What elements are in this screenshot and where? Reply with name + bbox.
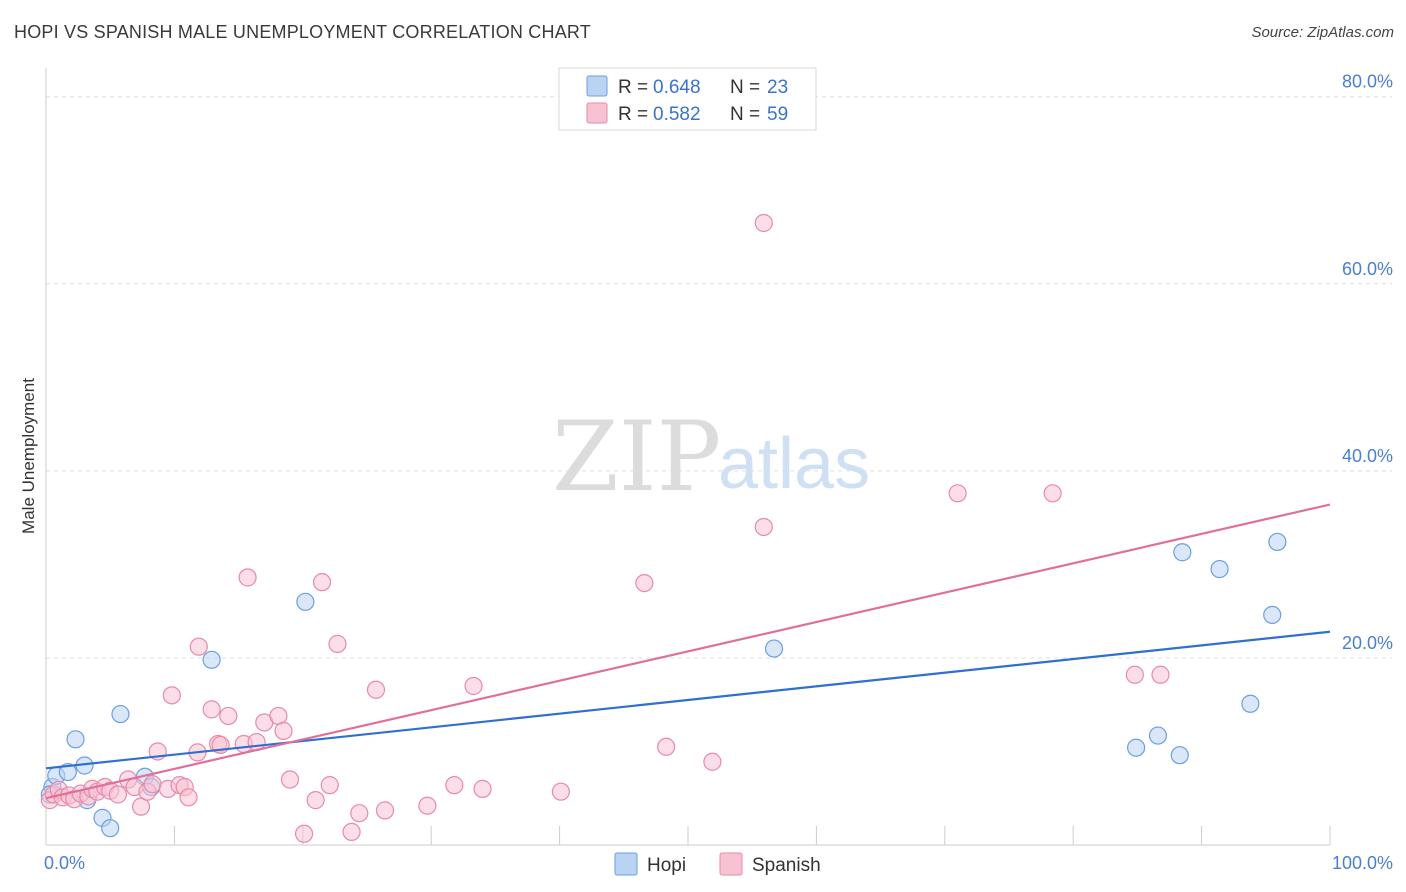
watermark-zip: ZIP	[552, 401, 721, 513]
watermark: ZIP atlas	[552, 401, 870, 513]
spanish-point	[280, 770, 300, 789]
spanish-point	[657, 737, 676, 756]
spanish-point	[179, 788, 198, 807]
chart-source: Source: ZipAtlas.com	[1251, 24, 1394, 41]
spanish-point	[306, 791, 325, 810]
spanish-point	[635, 573, 654, 593]
spanish-point	[703, 752, 722, 771]
spanish-point	[1125, 665, 1144, 684]
hopi-point	[1173, 543, 1192, 562]
spanish-point	[219, 706, 238, 726]
spanish-points	[40, 213, 1170, 843]
spanish-series-label: Spanish	[752, 855, 821, 876]
spanish-point	[202, 700, 221, 719]
hopi-point	[58, 762, 77, 782]
hopi-point	[66, 730, 85, 749]
watermark-atlas: atlas	[718, 424, 870, 504]
spanish-n-value: 59	[767, 104, 788, 125]
spanish-point	[131, 797, 151, 816]
hopi-point	[1148, 726, 1168, 745]
hopi-n-value: 23	[767, 77, 788, 98]
hopi-trend-line	[45, 630, 1331, 770]
spanish-point	[274, 721, 293, 740]
hopi-point	[1241, 694, 1260, 713]
hopi-point	[1210, 559, 1229, 579]
hopi-n-label: N =	[730, 77, 760, 98]
y-tick-label: 60.0%	[1342, 259, 1393, 279]
spanish-point	[189, 637, 208, 656]
hopi-points	[40, 532, 1287, 838]
spanish-point	[143, 775, 162, 794]
spanish-r-value: 0.582	[653, 104, 701, 125]
spanish-point	[294, 824, 314, 843]
y-axis-title: Male Unemployment	[19, 378, 38, 534]
hopi-point	[202, 650, 221, 669]
hopi-point	[111, 704, 130, 724]
series-legend: Hopi Spanish	[614, 852, 821, 876]
x-tick-label-min: 0.0%	[44, 853, 85, 873]
spanish-point	[445, 776, 464, 795]
y-tick-label: 20.0%	[1342, 633, 1393, 653]
hopi-series-label: Hopi	[647, 855, 686, 876]
hopi-point	[101, 819, 120, 838]
hopi-legend-swatch	[586, 75, 608, 97]
spanish-point	[418, 796, 437, 815]
hopi-r-value: 0.648	[653, 77, 701, 98]
hopi-point	[1263, 605, 1282, 625]
spanish-series-swatch	[719, 852, 743, 876]
spanish-point	[948, 484, 967, 503]
spanish-point	[366, 680, 386, 699]
hopi-series-swatch	[614, 852, 638, 876]
spanish-point	[375, 801, 395, 820]
x-tick-label-max: 100.0%	[1332, 853, 1393, 873]
spanish-point	[108, 785, 128, 804]
spanish-point	[350, 804, 369, 823]
spanish-point	[320, 776, 339, 795]
spanish-point	[238, 568, 257, 587]
trend-lines	[45, 503, 1331, 800]
hopi-point	[1170, 746, 1189, 765]
spanish-point	[754, 213, 773, 233]
spanish-r-label: R =	[618, 104, 648, 125]
hopi-point	[296, 592, 315, 611]
spanish-point	[754, 517, 773, 537]
axes: 20.0% 40.0% 60.0% 80.0% 0.0% 100.0%	[44, 68, 1393, 873]
spanish-n-label: N =	[730, 104, 760, 125]
y-tick-label: 40.0%	[1342, 446, 1393, 466]
spanish-point	[312, 573, 332, 592]
spanish-point	[1151, 665, 1170, 684]
chart-title: HOPI VS SPANISH MALE UNEMPLOYMENT CORREL…	[14, 22, 591, 42]
spanish-legend-swatch	[586, 102, 608, 124]
hopi-point	[1127, 738, 1146, 757]
hopi-r-label: R =	[618, 77, 648, 98]
spanish-point	[342, 822, 361, 842]
spanish-point	[473, 779, 492, 798]
stats-legend: R = 0.648 N = 23 R = 0.582 N = 59	[558, 67, 817, 131]
spanish-point	[551, 782, 570, 801]
spanish-point	[162, 686, 181, 705]
hopi-point	[764, 639, 784, 658]
spanish-point	[328, 634, 347, 653]
spanish-point	[464, 676, 483, 696]
grid-lines	[46, 96, 1392, 659]
spanish-trend-line	[45, 503, 1331, 800]
y-tick-label: 80.0%	[1342, 72, 1393, 92]
hopi-point	[1268, 532, 1287, 552]
spanish-point	[1043, 484, 1062, 503]
